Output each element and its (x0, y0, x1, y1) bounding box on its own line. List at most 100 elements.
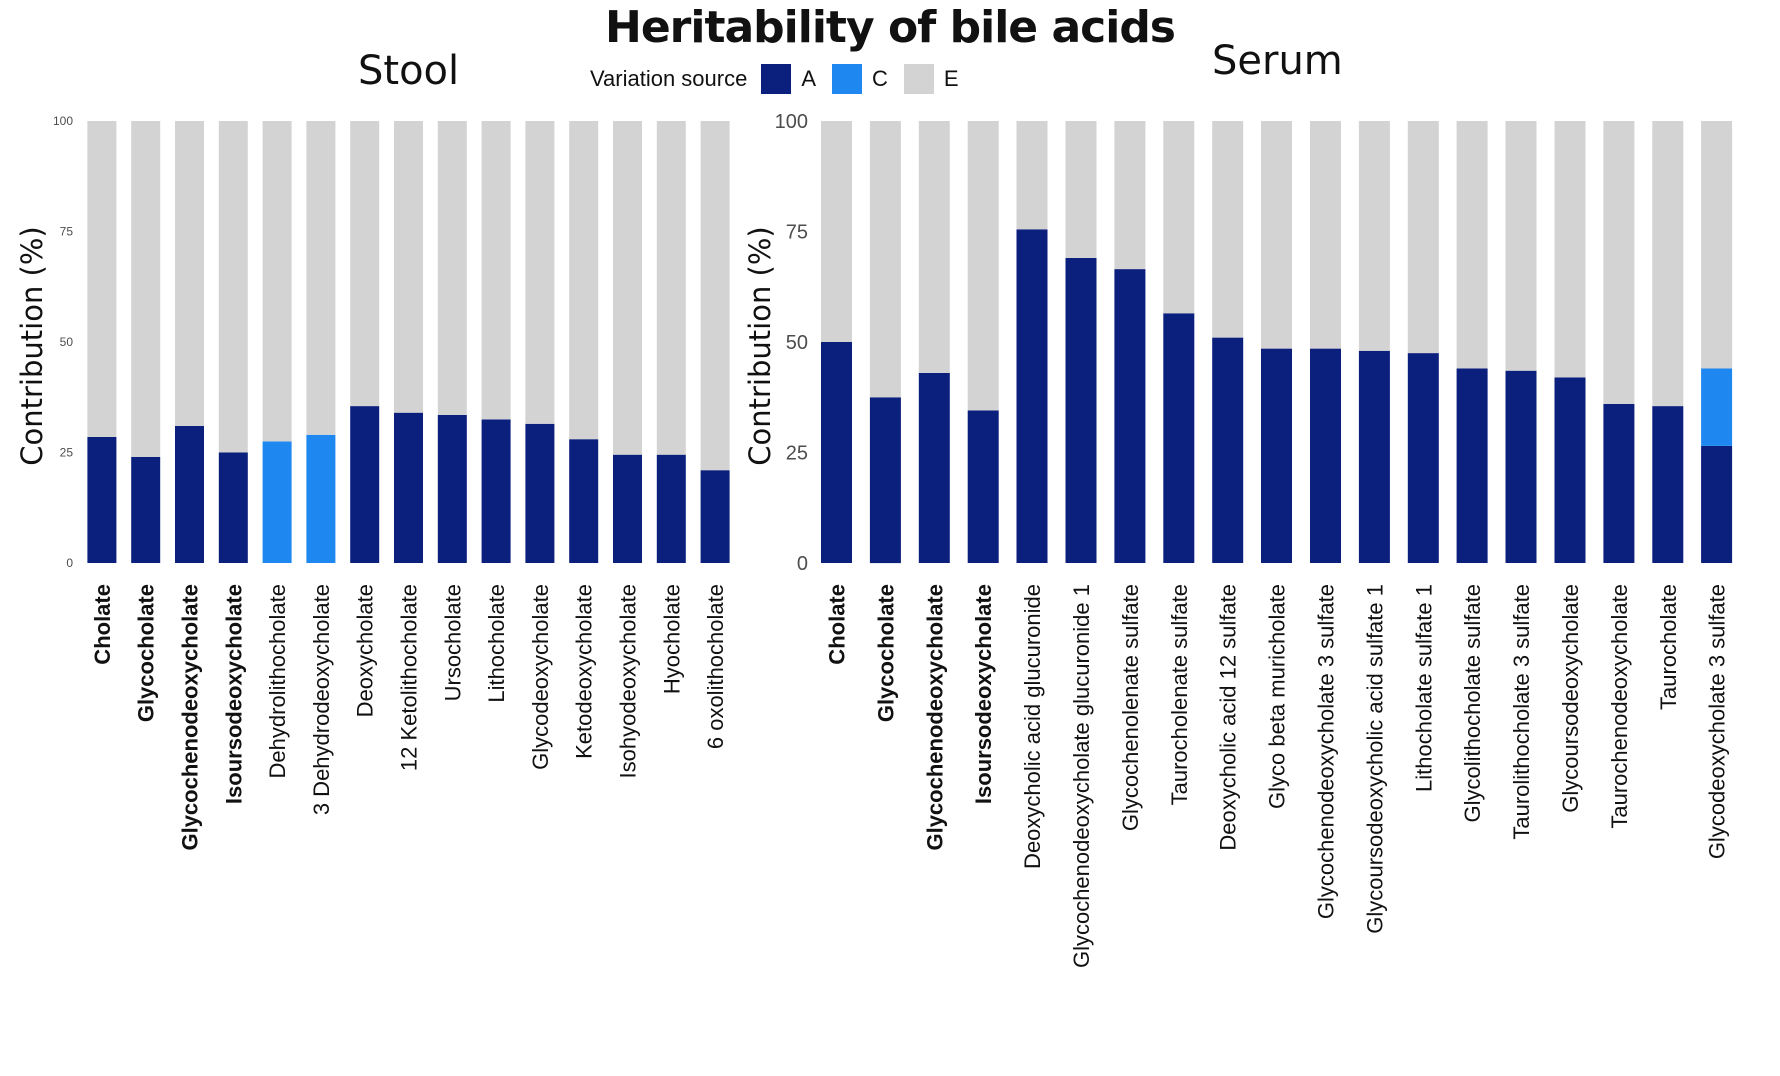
y-tick-label: 75 (786, 222, 808, 244)
category-label: Lithocholate sulfate 1 (1411, 584, 1436, 792)
bar-segment-c (306, 434, 336, 563)
bar-segment-a (87, 437, 117, 563)
bar-segment-a (869, 397, 901, 564)
serum-panel-title: Serum (1212, 38, 1343, 84)
bar-segment-a (569, 439, 599, 563)
legend-text-c: C (872, 66, 888, 91)
bar-segment-c (262, 441, 292, 563)
bar-segment-a (1603, 403, 1635, 563)
bar-segment-a (967, 410, 999, 563)
bar-segment-e (1701, 121, 1733, 369)
bar-segment-a (700, 470, 730, 563)
category-label: Taurocholenate sulfate (1167, 584, 1192, 805)
bar-segment-a (481, 419, 511, 563)
bar-segment-a (1016, 229, 1048, 564)
bar-segment-e (306, 121, 336, 435)
bar-segment-a (1163, 313, 1195, 563)
bar-segment-e (700, 121, 730, 471)
y-tick-label: 25 (786, 443, 808, 465)
bar-segment-e (218, 121, 248, 453)
legend-label: Variation source (590, 66, 748, 91)
bar-segment-e (437, 121, 467, 415)
y-axis-title: Contribution (%) (743, 226, 777, 465)
bar-segment-e (1505, 121, 1537, 371)
bar-segment-e (1554, 121, 1586, 378)
category-label: Deoxycholic acid glucuronide (1020, 584, 1045, 869)
bar-segment-a (821, 342, 852, 563)
category-label: Glycochenolenate sulfate (1118, 584, 1143, 831)
category-label: Glycodeoxycholate 3 sulfate (1705, 584, 1730, 859)
legend-text-a: A (801, 66, 817, 91)
bar-segment-e (131, 121, 161, 457)
bar-segment-e (525, 121, 555, 424)
stool-chart: 0 25 50 75 100 Contribution (%) Cholate Glycoch… (15, 114, 730, 851)
bar-segment-a (218, 452, 248, 563)
y-tick-label: 50 (786, 332, 808, 354)
category-label: Lithocholate (484, 584, 509, 703)
bar-segment-a (613, 454, 642, 563)
serum-chart: 0 25 50 75 100 Contribution (%) Cholate Glycoch… (743, 111, 1733, 968)
y-tick-label: 75 (60, 225, 74, 239)
legend-swatch-a (761, 64, 792, 94)
bar-segment-c (1701, 368, 1733, 446)
bar-segment-e (918, 121, 950, 373)
bar-segment-a (437, 414, 467, 563)
bar-segment-e (394, 121, 423, 413)
category-label: Isoursodeoxycholate (221, 584, 246, 804)
bar-segment-e (869, 121, 901, 398)
bar-segment-a (1114, 269, 1146, 563)
bar-segment-a (525, 423, 555, 563)
category-label: Glycodeoxycholate (528, 584, 553, 770)
category-label: Cholate (825, 584, 850, 665)
bar-segment-a (1310, 348, 1341, 563)
y-tick-label: 50 (60, 335, 74, 349)
category-label: Hyocholate (659, 584, 684, 694)
bar-segment-e (569, 121, 599, 440)
bar-segment-e (1261, 121, 1292, 349)
bar-segment-e (262, 121, 292, 442)
category-label: Cholate (90, 584, 115, 665)
bar-segment-e (175, 121, 204, 426)
bar-segment-e (1652, 121, 1684, 407)
bar-segment-e (1310, 121, 1341, 349)
bar-segment-a (350, 406, 380, 563)
bar-segment-e (967, 121, 999, 411)
bar-segment-a (1407, 353, 1439, 563)
category-label: 12 Ketolithocholate (397, 584, 422, 771)
category-label: Taurocholate (1656, 584, 1681, 710)
category-label: Glycocholate (134, 584, 159, 722)
category-label: Glycoursodeoxycholic acid sulfate 1 (1362, 584, 1387, 934)
category-label: Glycocholate (873, 584, 898, 722)
category-label: Glyco beta muricholate (1265, 584, 1290, 809)
bar-segment-a (131, 456, 161, 563)
bar-segment-e (1163, 121, 1195, 314)
bar-segment-e (481, 121, 511, 420)
bar-segment-a (1652, 406, 1684, 563)
y-axis-title: Contribution (%) (15, 226, 49, 465)
category-label: Glycochenodeoxycholate glucuronide 1 (1069, 584, 1094, 968)
y-tick-label: 100 (53, 114, 73, 128)
category-label: 6 oxolithocholate (703, 584, 728, 749)
bar-segment-a (394, 412, 423, 563)
bar-segment-e (1114, 121, 1146, 270)
category-label: Deoxycholic acid 12 sulfate (1216, 584, 1241, 851)
bar-segment-e (1407, 121, 1439, 354)
bar-segment-a (1358, 350, 1390, 563)
y-tick-label: 0 (797, 553, 808, 575)
bar-segment-a (918, 372, 950, 563)
category-label: Deoxycholate (353, 584, 378, 717)
category-label: Ketodeoxycholate (572, 584, 597, 759)
category-label: Isohyodeoxycholate (616, 584, 641, 778)
category-label: Glycoursodeoxycholate (1558, 584, 1583, 813)
bar-segment-a (1554, 377, 1586, 563)
bar-segment-e (87, 121, 117, 437)
category-label: Glycochenodeoxycholate 3 sulfate (1314, 584, 1339, 919)
bar-segment-a (175, 426, 204, 563)
category-label: Isoursodeoxycholate (971, 584, 996, 804)
y-tick-label: 25 (60, 446, 74, 460)
category-label: Ursocholate (440, 584, 465, 701)
category-label: Glycolithocholate sulfate (1460, 584, 1485, 822)
category-label: Dehydrolithocholate (265, 584, 290, 778)
bar-segment-e (821, 121, 852, 342)
